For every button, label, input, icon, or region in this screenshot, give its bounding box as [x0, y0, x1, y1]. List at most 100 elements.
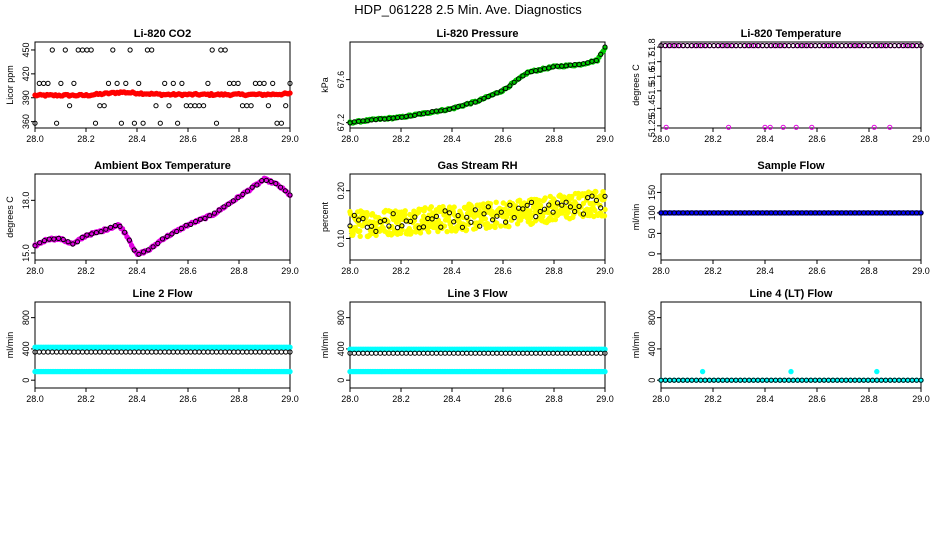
- data-point: [390, 211, 396, 217]
- data-point: [209, 47, 215, 53]
- data-point: [149, 349, 155, 355]
- data-point: [585, 60, 591, 66]
- x-tick-label: 28.0: [26, 134, 44, 144]
- x-tick-label: 28.8: [545, 266, 563, 276]
- data-point: [373, 228, 379, 234]
- data-point: [89, 231, 95, 237]
- data-point: [127, 47, 133, 53]
- x-tick-label: 28.4: [756, 134, 774, 144]
- x-tick-label: 28.6: [494, 394, 512, 404]
- data-point: [37, 240, 43, 246]
- data-point: [122, 229, 128, 235]
- series-1-min-high: [347, 346, 608, 352]
- data-point: [593, 197, 600, 203]
- data-point: [98, 229, 104, 235]
- data-point: [265, 349, 271, 355]
- data-point: [54, 120, 60, 126]
- data-point: [127, 349, 133, 355]
- data-point: [287, 344, 293, 350]
- series-2-5-min-avg: [32, 349, 293, 355]
- data-point: [149, 47, 155, 53]
- series-1-min-spikes: [699, 368, 880, 375]
- data-point: [218, 47, 224, 53]
- data-point: [874, 368, 880, 375]
- data-point: [88, 349, 94, 355]
- data-point: [498, 223, 504, 229]
- data-point: [252, 349, 258, 355]
- data-point: [287, 192, 293, 198]
- data-point: [503, 219, 509, 225]
- chart-title: Ambient Box Temperature: [94, 160, 231, 172]
- y-tick-label: 67.2: [336, 114, 346, 132]
- data-point: [364, 210, 370, 216]
- data-point: [174, 228, 180, 235]
- chart-panel-8: Line 4 (LT) Flow 28.0 28.2 28.4 28.6 28.8 29.0…: [631, 288, 930, 404]
- data-point: [520, 206, 526, 212]
- data-point: [84, 349, 90, 355]
- y-tick-label: 800: [21, 310, 31, 325]
- data-point: [118, 349, 125, 355]
- x-tick-label: 28.2: [392, 394, 410, 404]
- data-point: [459, 103, 465, 109]
- data-point: [56, 235, 62, 241]
- data-point: [36, 349, 42, 355]
- x-tick-label: 28.6: [808, 394, 826, 404]
- data-point: [117, 223, 123, 229]
- data-point: [788, 368, 794, 375]
- data-point: [347, 223, 353, 229]
- y-tick-label: 18.0: [21, 192, 31, 210]
- data-point: [696, 43, 702, 49]
- data-point: [435, 228, 441, 235]
- data-point: [287, 80, 293, 87]
- data-point: [507, 83, 513, 89]
- data-point: [162, 80, 168, 87]
- data-point: [542, 195, 548, 201]
- data-point: [183, 349, 189, 355]
- data-point: [546, 202, 552, 208]
- chart-title: Li-820 Temperature: [741, 28, 842, 40]
- data-point: [110, 349, 116, 355]
- data-point: [75, 47, 81, 53]
- data-point: [918, 43, 924, 49]
- data-point: [175, 349, 181, 355]
- x-tick-label: 29.0: [281, 134, 299, 144]
- data-point: [45, 80, 51, 87]
- data-point: [482, 216, 489, 222]
- data-point: [202, 215, 208, 221]
- y-axis-label: Licor ppm: [5, 65, 15, 105]
- y-tick-label: 0: [647, 378, 657, 383]
- plot-frame: [660, 301, 922, 389]
- data-point: [455, 213, 461, 219]
- data-point: [429, 216, 435, 222]
- chart-panel-0: Li-820 CO2 28.0 28.2 28.4 28.6 28.8 29.0 360 390…: [5, 28, 299, 144]
- data-point: [183, 103, 189, 109]
- data-point: [278, 120, 284, 126]
- series-2-5-min-avg: [347, 44, 608, 126]
- data-point: [226, 201, 232, 207]
- data-point: [70, 241, 76, 247]
- data-point: [464, 214, 470, 220]
- data-point: [270, 349, 276, 355]
- x-tick-label: 28.8: [230, 394, 248, 404]
- data-point: [585, 195, 591, 201]
- data-point: [218, 349, 224, 355]
- data-point: [211, 210, 217, 216]
- data-point: [426, 229, 432, 235]
- series-1-min-low: [32, 368, 293, 375]
- data-point: [93, 230, 100, 236]
- data-point: [222, 349, 228, 355]
- x-tick-label: 28.0: [652, 134, 670, 144]
- data-point: [263, 177, 269, 183]
- x-tick-label: 28.6: [179, 134, 197, 144]
- data-point: [663, 124, 669, 130]
- data-point: [273, 181, 279, 187]
- data-point: [166, 103, 172, 109]
- data-point: [268, 178, 274, 185]
- data-point: [793, 124, 799, 130]
- data-point: [248, 103, 254, 109]
- data-point: [79, 349, 86, 355]
- data-point: [477, 97, 483, 103]
- data-point: [871, 124, 877, 130]
- data-point: [101, 103, 107, 109]
- y-tick-label: 800: [336, 310, 346, 325]
